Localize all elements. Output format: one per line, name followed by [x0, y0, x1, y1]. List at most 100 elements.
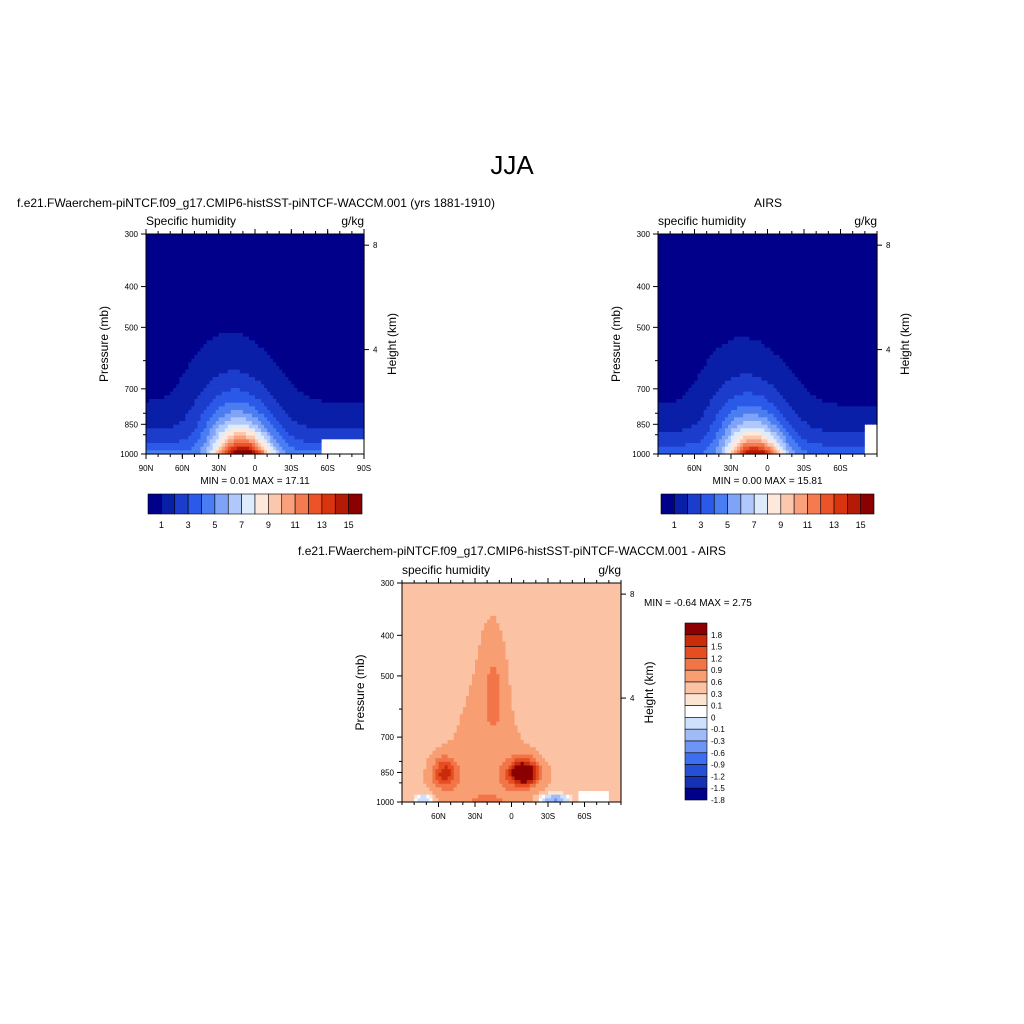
- field-cell: [339, 300, 344, 305]
- field-cell: [357, 417, 362, 422]
- field-cell: [324, 377, 329, 382]
- page-title: JJA: [490, 150, 534, 180]
- field-cell: [230, 270, 235, 275]
- field-cell: [773, 234, 778, 239]
- field-cell: [239, 377, 244, 382]
- field-cell: [330, 234, 335, 239]
- field-cell: [285, 325, 289, 330]
- field-cell: [324, 362, 329, 367]
- field-cell: [248, 234, 253, 239]
- field-cell: [873, 248, 878, 253]
- field-cell: [324, 410, 329, 415]
- field-cell: [233, 336, 238, 341]
- field-cell: [294, 248, 298, 253]
- field-cell: [306, 410, 311, 415]
- xtick-label: 30N: [211, 464, 226, 473]
- field-cell: [245, 347, 250, 352]
- field-cell: [242, 395, 247, 400]
- field-cell: [212, 347, 217, 352]
- field-cell: [212, 366, 217, 371]
- field-cell: [179, 388, 183, 393]
- field-cell: [288, 234, 292, 239]
- field-cell: [158, 373, 162, 378]
- field-cell: [149, 384, 153, 389]
- field-cell: [288, 384, 292, 389]
- field-cell: [715, 259, 720, 264]
- field-cell: [291, 311, 295, 316]
- field-cell: [197, 303, 202, 308]
- field-cell: [294, 237, 298, 242]
- field-cell: [285, 435, 289, 440]
- field-cell: [303, 344, 308, 349]
- field-cell: [185, 289, 189, 294]
- field-cell: [248, 340, 253, 345]
- field-cell: [200, 256, 205, 261]
- field-cell: [218, 270, 223, 275]
- field-cell: [255, 263, 259, 268]
- field-cell: [248, 344, 253, 349]
- field-cell: [324, 421, 329, 426]
- field-cell: [161, 435, 165, 440]
- field-cell: [200, 362, 205, 367]
- field-cell: [176, 428, 180, 433]
- field-cell: [200, 311, 205, 316]
- field-cell: [867, 248, 872, 253]
- field-cell: [324, 263, 329, 268]
- field-cell: [146, 329, 150, 334]
- field-cell: [303, 450, 308, 455]
- field-cell: [294, 300, 298, 305]
- field-cell: [342, 450, 347, 455]
- field-cell: [261, 292, 265, 297]
- field-cell: [345, 278, 350, 283]
- field-cell: [258, 373, 262, 378]
- field-cell: [197, 300, 202, 305]
- field-cell: [185, 340, 189, 345]
- field-cell: [800, 245, 805, 250]
- field-cell: [282, 340, 286, 345]
- field-cell: [324, 380, 329, 385]
- field-cell: [261, 322, 265, 327]
- field-cell: [261, 336, 265, 341]
- field-cell: [215, 424, 220, 429]
- field-cell: [348, 314, 353, 319]
- field-cell: [312, 424, 317, 429]
- field-cell: [336, 322, 341, 327]
- field-cell: [197, 380, 202, 385]
- field-cell: [282, 446, 286, 451]
- field-cell: [194, 428, 199, 433]
- field-cell: [770, 237, 775, 242]
- field-cell: [152, 278, 156, 283]
- field-cell: [270, 424, 274, 429]
- field-cell: [248, 274, 253, 279]
- field-cell: [209, 274, 214, 279]
- field-cell: [173, 377, 177, 382]
- field-cell: [258, 270, 262, 275]
- field-cell: [727, 245, 732, 250]
- field-cell: [230, 355, 235, 360]
- field-cell: [170, 318, 174, 323]
- field-cell: [191, 421, 196, 426]
- field-cell: [200, 399, 205, 404]
- field-cell: [315, 252, 320, 257]
- field-cell: [152, 432, 156, 437]
- field-cell: [691, 241, 696, 246]
- field-cell: [758, 252, 763, 257]
- field-cell: [303, 292, 308, 297]
- field-cell: [170, 446, 174, 451]
- field-cell: [191, 351, 196, 356]
- field-cell: [233, 380, 238, 385]
- field-cell: [264, 241, 268, 246]
- field-cell: [276, 300, 280, 305]
- field-cell: [339, 347, 344, 352]
- field-cell: [273, 322, 277, 327]
- field-cell: [182, 281, 186, 286]
- field-cell: [279, 311, 283, 316]
- field-cell: [758, 234, 763, 239]
- field-cell: [197, 289, 202, 294]
- field-cell: [333, 439, 338, 444]
- field-cell: [176, 351, 180, 356]
- field-cell: [321, 406, 326, 411]
- field-cell: [318, 351, 323, 356]
- field-cell: [312, 351, 317, 356]
- field-cell: [330, 245, 335, 250]
